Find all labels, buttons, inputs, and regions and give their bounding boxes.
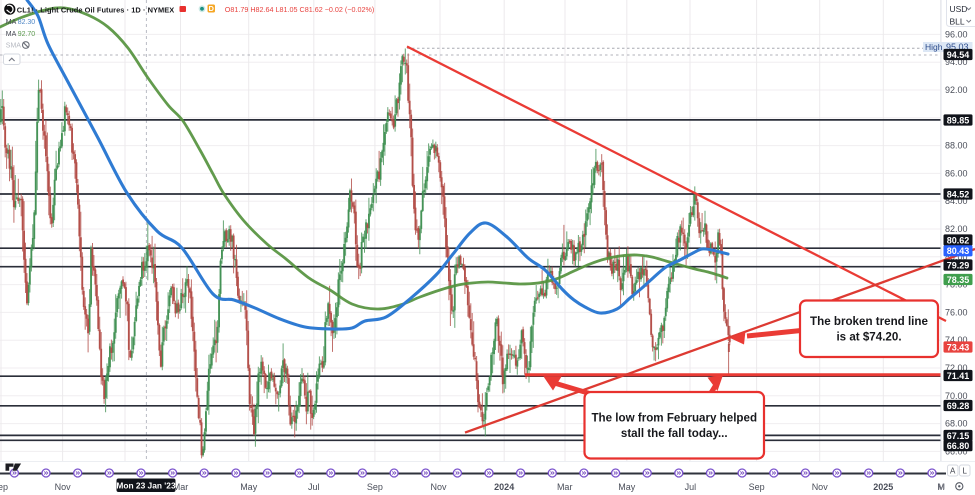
svg-text:Nov: Nov (812, 482, 829, 492)
svg-text:SMA: SMA (6, 43, 21, 50)
svg-text:M: M (938, 482, 945, 492)
svg-text:71.41: 71.41 (947, 371, 970, 381)
svg-text:94.54: 94.54 (947, 50, 970, 60)
svg-text:67.15: 67.15 (947, 431, 970, 441)
svg-text:96.00: 96.00 (945, 29, 968, 39)
svg-text:66.00: 66.00 (945, 446, 968, 456)
svg-text:MA 82.30: MA 82.30 (6, 19, 36, 26)
svg-text:Jul: Jul (308, 482, 320, 492)
svg-text:84.52: 84.52 (947, 189, 970, 199)
svg-text:80.62: 80.62 (947, 235, 970, 245)
svg-text:O81.79 H82.64 L81.05 C81.62 −0: O81.79 H82.64 L81.05 C81.62 −0.02 (−0.02… (225, 5, 374, 14)
svg-text:79.29: 79.29 (947, 260, 970, 270)
svg-text:Jul: Jul (685, 482, 697, 492)
svg-text:CL1! · Light Crude Oil Futures: CL1! · Light Crude Oil Futures · 1D · NY… (17, 5, 175, 14)
svg-text:Sep: Sep (0, 482, 8, 492)
svg-text:82.00: 82.00 (945, 224, 968, 234)
svg-text:D: D (208, 4, 214, 13)
svg-text:L: L (962, 467, 967, 476)
svg-text:is at $74.20.: is at $74.20. (836, 330, 901, 343)
svg-text:Sep: Sep (749, 482, 765, 492)
svg-text:USD: USD (950, 4, 968, 14)
svg-text:Mar: Mar (557, 482, 573, 492)
svg-text:2024: 2024 (494, 482, 514, 492)
svg-text:The broken trend line: The broken trend line (810, 315, 928, 328)
svg-text:94.00: 94.00 (945, 57, 968, 67)
svg-text:Nov: Nov (55, 482, 72, 492)
svg-text:Mon 23 Jan '23: Mon 23 Jan '23 (116, 481, 176, 491)
svg-text:68.00: 68.00 (945, 419, 968, 429)
svg-text:70.00: 70.00 (945, 391, 968, 401)
svg-text:72.00: 72.00 (945, 363, 968, 373)
svg-text:May: May (618, 482, 636, 492)
svg-text:74.00: 74.00 (945, 335, 968, 345)
svg-text:High: High (925, 42, 943, 52)
svg-text:Sep: Sep (367, 482, 383, 492)
svg-text:M: M (937, 482, 945, 492)
svg-text:Mar: Mar (173, 482, 189, 492)
svg-text:69.28: 69.28 (947, 401, 970, 411)
svg-text:May: May (240, 482, 258, 492)
svg-text:80.43: 80.43 (947, 246, 970, 256)
svg-text:2025: 2025 (873, 482, 893, 492)
svg-text:73.43: 73.43 (947, 342, 970, 352)
svg-text:BLL: BLL (950, 17, 965, 27)
svg-text:stall the fall today...: stall the fall today... (621, 427, 728, 440)
svg-text:86.00: 86.00 (945, 168, 968, 178)
svg-text:The low from February helped: The low from February helped (591, 412, 757, 425)
svg-text:MA 92.70: MA 92.70 (6, 31, 36, 38)
svg-text:89.85: 89.85 (947, 115, 970, 125)
svg-text:66.80: 66.80 (947, 441, 970, 451)
svg-text:A: A (950, 467, 956, 476)
svg-text:78.35: 78.35 (947, 275, 970, 285)
svg-text:95.03: 95.03 (946, 42, 969, 52)
svg-text:76.00: 76.00 (945, 307, 968, 317)
svg-text:92.00: 92.00 (945, 85, 968, 95)
svg-text:88.00: 88.00 (945, 141, 968, 151)
svg-text:84.00: 84.00 (945, 196, 968, 206)
svg-text:Nov: Nov (430, 482, 447, 492)
